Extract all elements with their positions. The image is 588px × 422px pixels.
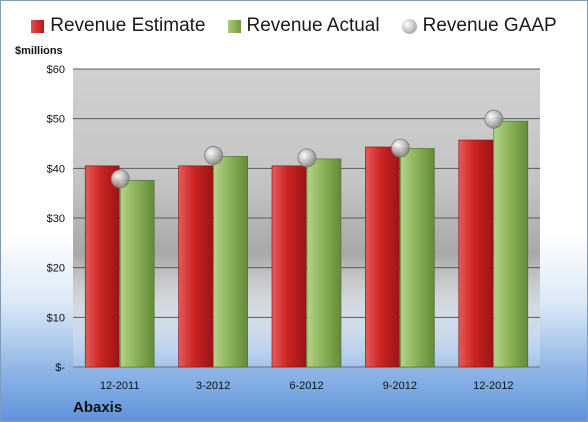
point-revenue-gaap [204, 146, 224, 165]
company-label: Abaxis [73, 399, 123, 416]
legend-label-actual: Revenue Actual [246, 15, 380, 36]
point-revenue-gaap [110, 169, 130, 189]
point-revenue-gaap [484, 109, 504, 129]
y-tick-label: $30 [47, 213, 65, 225]
bar-revenue-estimate [178, 165, 213, 368]
bar-revenue-actual [213, 156, 248, 368]
y-tick-label: $- [55, 362, 65, 374]
bar-revenue-actual [400, 148, 435, 368]
bar-revenue-estimate [365, 146, 400, 368]
legend-swatch-gaap [401, 18, 417, 34]
point-revenue-gaap [390, 138, 410, 158]
legend-label-estimate: Revenue Estimate [50, 15, 206, 36]
bar-revenue-estimate [84, 165, 120, 368]
y-tick-label: $60 [47, 64, 65, 76]
x-tick-label: 12-2011 [100, 380, 140, 392]
legend-item-gaap: Revenue GAAP [401, 15, 557, 37]
bar-revenue-actual [119, 179, 155, 368]
x-tick-label: 12-2012 [473, 380, 513, 392]
x-tick-label: 3-2012 [196, 380, 230, 392]
x-tick-label: 9-2012 [383, 380, 417, 392]
y-tick-label: $40 [47, 163, 65, 175]
bar-revenue-estimate [458, 139, 494, 368]
legend-item-estimate: Revenue Estimate [31, 15, 206, 37]
y-tick-label: $50 [47, 114, 65, 126]
legend: Revenue Estimate Revenue Actual Revenue … [1, 15, 587, 37]
y-tick-label: $10 [47, 312, 65, 324]
y-tick-label: $20 [47, 263, 65, 275]
legend-swatch-estimate [31, 19, 45, 33]
bar-revenue-actual [493, 120, 529, 368]
y-unit-label: $millions [15, 45, 63, 57]
bar-revenue-estimate [271, 165, 307, 368]
legend-label-gaap: Revenue GAAP [422, 15, 557, 36]
legend-swatch-actual [227, 19, 241, 33]
bar-revenue-actual [306, 158, 342, 368]
point-revenue-gaap [297, 148, 317, 168]
x-tick-label: 6-2012 [289, 380, 323, 392]
legend-item-actual: Revenue Actual [227, 15, 380, 37]
